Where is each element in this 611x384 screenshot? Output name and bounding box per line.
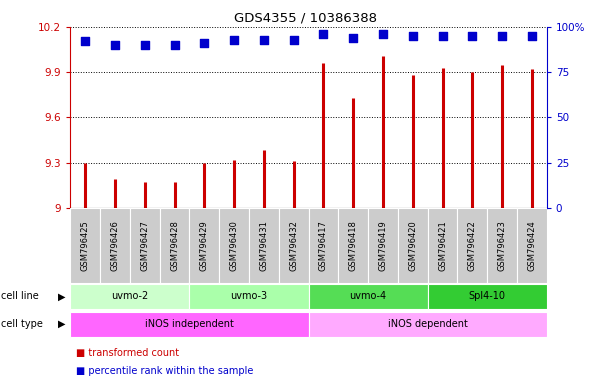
Point	[170, 42, 180, 48]
Bar	[249, 208, 279, 283]
Text: uvmo-2: uvmo-2	[111, 291, 148, 301]
Text: GSM796424: GSM796424	[527, 220, 536, 271]
Text: GSM796419: GSM796419	[379, 220, 387, 271]
Bar	[488, 208, 517, 283]
Point	[199, 40, 209, 46]
Point	[467, 33, 477, 39]
Text: iNOS independent: iNOS independent	[145, 319, 234, 329]
Point	[318, 31, 328, 37]
Bar	[70, 208, 100, 283]
Point	[140, 42, 150, 48]
Bar	[428, 284, 547, 309]
Text: uvmo-4: uvmo-4	[349, 291, 387, 301]
Text: cell type: cell type	[1, 319, 43, 329]
Text: GSM796423: GSM796423	[498, 220, 507, 271]
Text: GDS4355 / 10386388: GDS4355 / 10386388	[234, 12, 377, 25]
Text: GSM796420: GSM796420	[408, 220, 417, 271]
Bar	[309, 284, 428, 309]
Bar	[458, 208, 488, 283]
Point	[408, 33, 418, 39]
Point	[497, 33, 507, 39]
Text: GSM796426: GSM796426	[111, 220, 119, 271]
Bar	[517, 208, 547, 283]
Point	[229, 36, 239, 43]
Text: ▶: ▶	[58, 291, 65, 301]
Bar	[100, 208, 130, 283]
Bar	[70, 312, 309, 336]
Bar	[309, 312, 547, 336]
Text: GSM796425: GSM796425	[81, 220, 90, 271]
Text: GSM796429: GSM796429	[200, 220, 209, 271]
Bar	[70, 284, 189, 309]
Text: GSM796422: GSM796422	[468, 220, 477, 271]
Bar	[189, 208, 219, 283]
Text: ■ percentile rank within the sample: ■ percentile rank within the sample	[76, 366, 254, 376]
Bar	[159, 208, 189, 283]
Text: Spl4-10: Spl4-10	[469, 291, 506, 301]
Text: GSM796418: GSM796418	[349, 220, 357, 271]
Point	[437, 33, 447, 39]
Text: GSM796432: GSM796432	[289, 220, 298, 271]
Bar	[338, 208, 368, 283]
Text: ■ transformed count: ■ transformed count	[76, 348, 180, 358]
Point	[110, 42, 120, 48]
Point	[378, 31, 388, 37]
Point	[348, 35, 358, 41]
Bar	[130, 208, 159, 283]
Text: uvmo-3: uvmo-3	[230, 291, 268, 301]
Bar	[189, 284, 309, 309]
Bar	[309, 208, 338, 283]
Text: GSM796421: GSM796421	[438, 220, 447, 271]
Text: ▶: ▶	[58, 319, 65, 329]
Text: GSM796417: GSM796417	[319, 220, 328, 271]
Point	[259, 36, 269, 43]
Bar	[279, 208, 309, 283]
Point	[527, 33, 537, 39]
Bar	[428, 208, 458, 283]
Point	[289, 36, 299, 43]
Point	[80, 38, 90, 45]
Bar	[398, 208, 428, 283]
Bar	[368, 208, 398, 283]
Text: iNOS dependent: iNOS dependent	[388, 319, 467, 329]
Bar	[219, 208, 249, 283]
Text: GSM796431: GSM796431	[260, 220, 268, 271]
Text: GSM796430: GSM796430	[230, 220, 238, 271]
Text: cell line: cell line	[1, 291, 39, 301]
Text: GSM796427: GSM796427	[141, 220, 149, 271]
Text: GSM796428: GSM796428	[170, 220, 179, 271]
